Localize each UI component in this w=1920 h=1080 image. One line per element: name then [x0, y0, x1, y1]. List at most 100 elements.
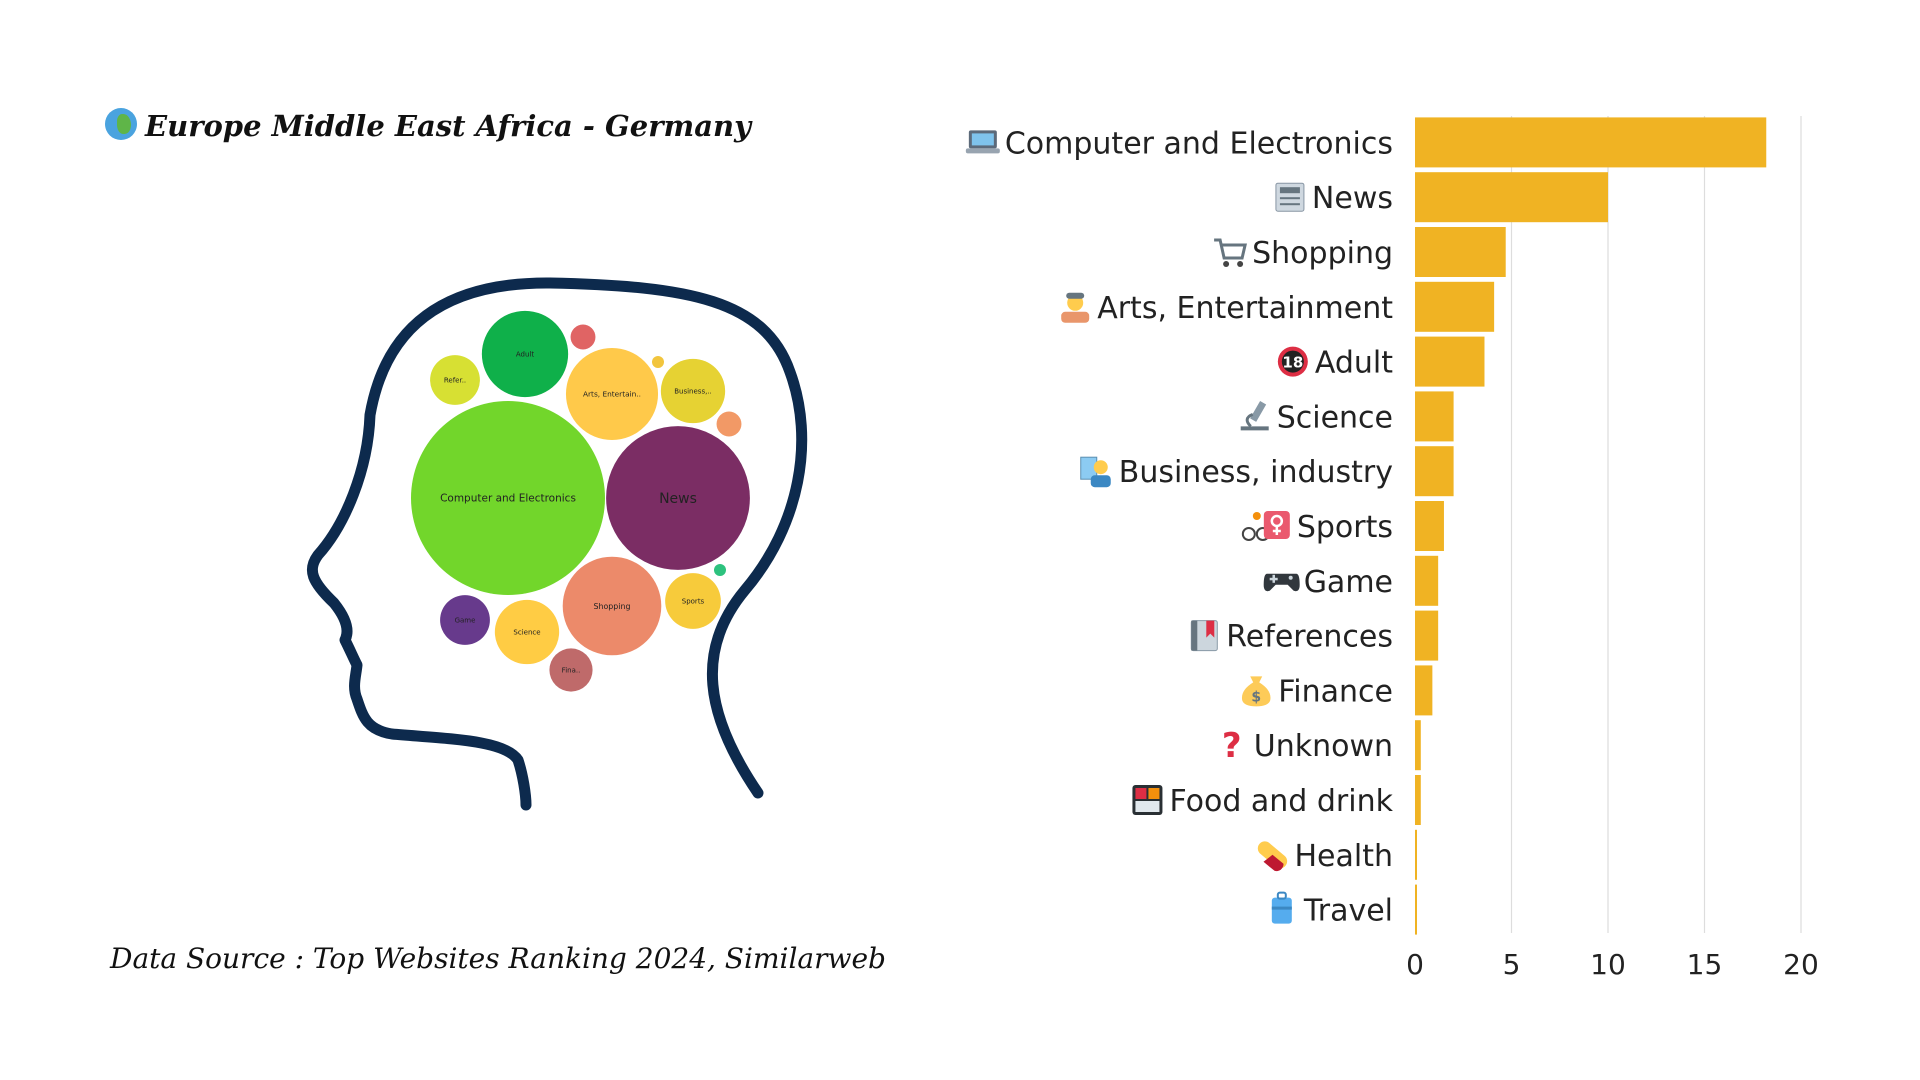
bar-finance — [1415, 665, 1433, 716]
bubble-circle — [660, 358, 726, 424]
bar-unknown — [1415, 720, 1421, 771]
bubble-circle — [606, 426, 750, 570]
bubble-label: Arts, Entertain.. — [583, 390, 641, 399]
luggage-icon — [1271, 891, 1292, 924]
moneybag-icon: $ — [1241, 676, 1271, 707]
bar-food-and-drink — [1415, 775, 1421, 825]
x-tick-label-15: 15 — [1687, 948, 1723, 981]
svg-text:$: $ — [1251, 689, 1261, 705]
category-label-unknown: Unknown — [1254, 729, 1393, 764]
bubble-circle — [716, 411, 742, 437]
bar-news — [1415, 172, 1608, 223]
bubble-label: Fina.. — [562, 666, 581, 674]
category-label-computer-and-electronics: Computer and Electronics — [1005, 126, 1393, 161]
artist-icon — [1061, 292, 1090, 323]
bubble-sports: Sports — [665, 573, 721, 629]
category-label-finance: Finance — [1278, 674, 1393, 709]
bar-game — [1415, 555, 1439, 606]
category-label-health: Health — [1294, 839, 1393, 874]
x-tick-label-10: 10 — [1590, 948, 1626, 981]
category-label-news: News — [1312, 181, 1393, 216]
bubble-circle — [565, 347, 659, 441]
globe-africa-icon — [105, 108, 137, 140]
bubble-health — [714, 564, 726, 576]
bubble-circle — [652, 356, 664, 368]
book-icon — [1190, 620, 1218, 652]
bubble-science: Science — [494, 599, 560, 665]
bubble-business: Business,.. — [660, 358, 726, 424]
bar-computer-and-electronics — [1415, 117, 1767, 168]
bubble-circle — [494, 599, 560, 665]
bubble-label: Computer and Electronics — [440, 493, 576, 505]
bubble-label: Refer.. — [444, 376, 466, 384]
category-label-arts-entertainment: Arts, Entertainment — [1097, 291, 1393, 326]
bubble-head-chart: Computer and Electronics News Shopping Arts… — [306, 277, 808, 811]
pill-icon — [1257, 841, 1288, 872]
adult-18-icon: 18 — [1277, 346, 1308, 377]
bar-science — [1415, 391, 1454, 442]
question-icon: ? — [1222, 726, 1242, 766]
category-label-sports: Sports — [1297, 510, 1393, 545]
bar-travel — [1415, 884, 1417, 935]
bubble-circle — [481, 310, 569, 398]
bubble-circle — [549, 648, 593, 692]
bar-references — [1415, 610, 1439, 661]
x-tick-label-0: 0 — [1406, 948, 1424, 981]
category-label-game: Game — [1304, 565, 1393, 600]
bubble-game: Game — [440, 595, 490, 645]
bar-business-industry — [1415, 446, 1454, 497]
gamepad-icon — [1263, 573, 1300, 592]
bubble-fina: Fina.. — [549, 648, 593, 692]
bubble-circle — [440, 595, 490, 645]
bubble-circle — [562, 556, 662, 656]
bubble-news: News — [606, 426, 750, 570]
bubble-label: Game — [455, 616, 476, 624]
bento-icon — [1132, 785, 1163, 815]
bar-arts-entertainment — [1415, 281, 1495, 332]
bubble-food — [716, 411, 742, 437]
head-outline — [306, 277, 808, 811]
bubble-circle — [411, 401, 605, 595]
newspaper-icon — [1275, 182, 1305, 212]
bubble-unknown — [570, 324, 596, 350]
cyclist-icon — [1241, 511, 1290, 541]
bubble-circle — [665, 573, 721, 629]
category-label-shopping: Shopping — [1252, 236, 1393, 271]
bubble-travel — [652, 356, 664, 368]
bubble-label: Science — [513, 628, 540, 636]
category-label-business-industry: Business, industry — [1119, 455, 1393, 490]
x-tick-label-5: 5 — [1503, 948, 1521, 981]
bubble-label: Shopping — [594, 602, 631, 611]
chart-title-text: Europe Middle East Africa - Germany — [145, 109, 751, 143]
bar-sports — [1415, 501, 1444, 551]
bubble-label: Sports — [682, 597, 705, 605]
bubble-label: Business,.. — [674, 387, 712, 395]
bubble-adult: Adult — [481, 310, 569, 398]
bubble-refer: Refer.. — [430, 355, 480, 405]
bubble-circle — [570, 324, 596, 350]
bubble-arts-entertain: Arts, Entertain.. — [565, 347, 659, 441]
bar-adult — [1415, 336, 1485, 387]
bubble-circle — [714, 564, 726, 576]
data-source-note: Data Source : Top Websites Ranking 2024,… — [110, 942, 886, 975]
category-label-food-and-drink: Food and drink — [1169, 784, 1393, 819]
bubble-circle — [430, 355, 480, 405]
svg-text:?: ? — [1222, 726, 1242, 766]
chart-title: Europe Middle East Africa - Germany — [105, 108, 751, 143]
category-label-science: Science — [1277, 400, 1393, 435]
bar-health — [1415, 829, 1417, 880]
bubble-shopping: Shopping — [562, 556, 662, 656]
bubble-computer-and-electronics: Computer and Electronics — [411, 401, 605, 595]
microscope-icon — [1240, 401, 1269, 431]
bubble-label: Adult — [516, 350, 534, 358]
laptop-icon — [965, 130, 1000, 154]
category-label-travel: Travel — [1303, 894, 1393, 929]
x-tick-label-20: 20 — [1783, 948, 1819, 981]
category-label-references: References — [1226, 620, 1393, 655]
cart-icon — [1214, 238, 1247, 267]
category-label-adult: Adult — [1315, 346, 1393, 381]
svg-text:18: 18 — [1282, 354, 1303, 372]
businessperson-icon — [1080, 456, 1111, 488]
bubble-label: News — [659, 491, 697, 507]
